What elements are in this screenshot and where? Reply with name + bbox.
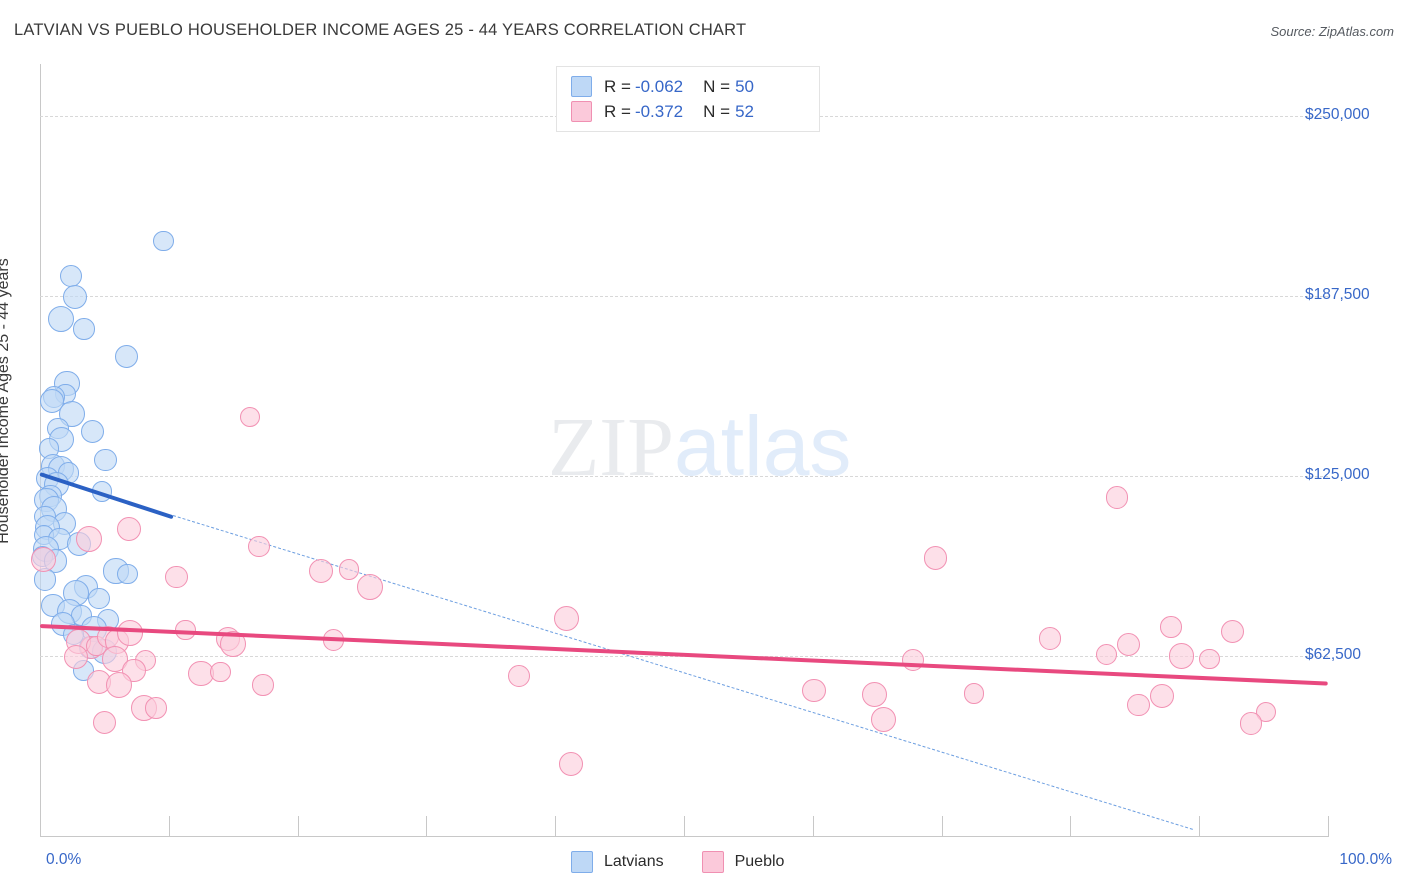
y-tick-label-62500: $62,500 (1305, 645, 1362, 663)
legend-swatch-latvians (571, 76, 592, 97)
data-point-latvians[interactable] (88, 587, 110, 610)
n-label-latvians: N = (703, 76, 731, 96)
data-point-pueblo[interactable] (554, 605, 580, 632)
x-tick-100 (1328, 816, 1329, 836)
gridline-62500 (40, 655, 1328, 657)
data-point-pueblo[interactable] (145, 697, 167, 719)
x-tick-90 (1199, 816, 1201, 836)
gridline-187500 (40, 295, 1328, 297)
data-point-pueblo[interactable] (902, 649, 925, 672)
data-point-pueblo[interactable] (1105, 486, 1128, 509)
data-point-pueblo[interactable] (1160, 616, 1182, 638)
data-point-latvians[interactable] (73, 318, 95, 340)
data-point-latvians[interactable] (94, 448, 117, 472)
data-point-pueblo[interactable] (165, 565, 188, 588)
data-point-pueblo[interactable] (1199, 648, 1220, 670)
data-point-pueblo[interactable] (1255, 701, 1277, 723)
series-legend: Latvians Pueblo (571, 851, 822, 873)
data-point-pueblo[interactable] (923, 546, 947, 570)
data-point-pueblo[interactable] (862, 682, 888, 708)
x-axis-line (40, 836, 1329, 837)
series-swatch-pueblo (701, 851, 724, 873)
correlation-legend: R = -0.062 N = 50 R = -0.372 N = 52 (556, 66, 820, 132)
series-label-latvians: Latvians (604, 853, 664, 870)
data-point-pueblo[interactable] (116, 517, 141, 542)
data-point-pueblo[interactable] (92, 710, 117, 734)
data-point-pueblo[interactable] (356, 573, 383, 600)
data-point-pueblo[interactable] (248, 535, 270, 558)
x-tick-70 (941, 816, 943, 836)
r-value-latvians: -0.062 (634, 76, 684, 96)
data-point-latvians[interactable] (47, 305, 74, 332)
data-point-pueblo[interactable] (1127, 693, 1150, 717)
r-label-latvians: R = (604, 76, 631, 96)
y-tick-label-250000: $250,000 (1305, 105, 1370, 123)
r-label-pueblo: R = (604, 101, 631, 121)
data-point-latvians[interactable] (153, 230, 174, 252)
data-point-pueblo[interactable] (239, 406, 261, 428)
x-tick-60 (812, 816, 814, 836)
y-axis-title: Householder Income Ages 25 - 44 years (0, 258, 12, 544)
x-tick-20 (297, 816, 299, 836)
x-tick-30 (426, 816, 428, 836)
r-value-pueblo: -0.372 (634, 101, 684, 121)
page-title: LATVIAN VS PUEBLO HOUSEHOLDER INCOME AGE… (14, 21, 747, 39)
series-legend-item-pueblo[interactable]: Pueblo (701, 851, 785, 873)
correlation-row-pueblo: R = -0.372 N = 52 (571, 99, 807, 124)
data-point-pueblo[interactable] (1116, 632, 1140, 657)
series-label-pueblo: Pueblo (734, 853, 785, 870)
x-tick-label-max: 100.0% (1339, 851, 1392, 868)
correlation-row-latvians: R = -0.062 N = 50 (571, 74, 807, 99)
data-point-pueblo[interactable] (87, 669, 112, 694)
x-tick-80 (1070, 816, 1072, 836)
data-point-pueblo[interactable] (31, 546, 57, 572)
x-tick-40 (555, 816, 557, 836)
series-swatch-latvians (571, 851, 593, 873)
series-legend-item-latvians[interactable]: Latvians (571, 851, 664, 873)
n-label-pueblo: N = (703, 101, 731, 121)
data-point-pueblo[interactable] (308, 558, 333, 584)
source-attribution: Source: ZipAtlas.com (1270, 24, 1394, 39)
data-point-pueblo[interactable] (338, 559, 360, 580)
data-point-pueblo[interactable] (1168, 643, 1194, 669)
data-point-latvians[interactable] (81, 419, 105, 443)
data-point-pueblo[interactable] (252, 674, 274, 696)
data-point-pueblo[interactable] (1149, 684, 1174, 709)
x-tick-50 (684, 816, 685, 836)
data-point-pueblo[interactable] (1038, 627, 1061, 650)
data-point-pueblo[interactable] (75, 526, 102, 553)
data-point-latvians[interactable] (114, 344, 138, 369)
data-point-pueblo[interactable] (63, 645, 89, 670)
data-point-pueblo[interactable] (1221, 619, 1245, 644)
data-point-pueblo[interactable] (802, 678, 826, 703)
n-value-pueblo: 52 (735, 101, 754, 121)
data-point-latvians[interactable] (59, 264, 83, 287)
data-point-latvians[interactable] (117, 563, 138, 585)
data-point-pueblo[interactable] (558, 751, 583, 777)
plot-area (31, 64, 1329, 834)
y-tick-label-187500: $187,500 (1305, 285, 1370, 303)
data-point-pueblo[interactable] (871, 706, 897, 732)
data-point-pueblo[interactable] (210, 661, 231, 683)
gridline-125000 (40, 475, 1328, 477)
data-point-latvians[interactable] (59, 400, 86, 427)
x-tick-10 (168, 816, 170, 836)
legend-swatch-pueblo (571, 101, 592, 122)
data-point-pueblo[interactable] (1239, 712, 1262, 735)
y-tick-label-125000: $125,000 (1305, 465, 1370, 483)
x-tick-label-min: 0.0% (46, 851, 82, 868)
data-point-pueblo[interactable] (188, 660, 214, 686)
data-point-pueblo[interactable] (117, 619, 144, 646)
data-point-pueblo[interactable] (507, 664, 531, 688)
data-point-pueblo[interactable] (105, 671, 132, 698)
data-point-pueblo[interactable] (963, 683, 985, 704)
n-value-latvians: 50 (735, 76, 754, 96)
data-point-pueblo[interactable] (1095, 643, 1118, 666)
data-point-latvians[interactable] (62, 285, 87, 310)
